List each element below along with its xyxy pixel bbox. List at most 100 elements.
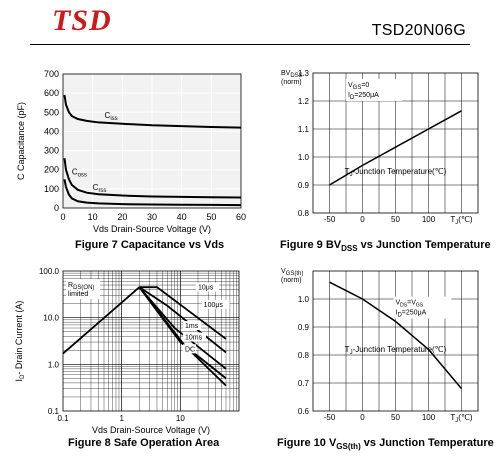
y-tick-label: 600 [44,88,59,98]
y-tick-label: 0.8 [298,209,310,218]
x-axis-label-main: T [345,345,350,354]
y-tick-label: 0.8 [298,351,310,360]
annotation-vgs: VGS=0 [348,82,369,91]
y-axis-label-tail: - Drain Current (A) [14,301,24,375]
x-tick-label: 10 [176,414,185,423]
y-tick-label: 0.7 [298,379,310,388]
annotation-id-main: I [348,92,350,99]
plot-frame [312,72,479,214]
series-line [329,281,463,390]
y-axis-label: C Capacitance (pF) [16,102,26,180]
x-axis-label: Vds Drain-Source Voltage (V) [93,224,211,234]
annotation-vds-part: V [396,300,401,307]
x-axis-label-main: T [345,167,350,176]
y-tick-label: 100.0 [39,267,60,276]
annotation-id: ID=250μA [348,92,379,101]
figure-7-caption: Figure 7 Capacitance vs Vds [75,239,225,251]
annotation-id-sub: D [350,95,355,101]
series-label-coss-main: C [72,168,78,177]
x-tick-unit-tail: (℃) [458,413,473,422]
figure-10-caption-main: Figure 10 V [277,437,337,449]
figure-9-caption-sub: DSS [341,244,358,254]
x-tick-unit: TJ(℃) [450,215,473,226]
x-tick-unit-main: T [450,215,455,224]
annotation-box [393,296,452,319]
sop-label-bg [195,282,219,292]
annotation-id-tail: =250μA [402,310,427,317]
x-tick-label: 40 [177,212,187,222]
x-axis-label-sub: J [350,350,353,356]
y-axis-label-main: BV [281,70,291,77]
y-tick-label: 0.9 [298,323,310,332]
y-tick-label: 1.2 [298,97,310,106]
figure-8-caption: Figure 8 Safe Operation Area [68,437,220,449]
figure-9-caption-tail: vs Junction Temperature [357,239,491,251]
series-label-coss-sub: oss [78,173,87,179]
y-tick-label: 1.1 [298,125,310,134]
figure-10-caption-sub: GS(th) [336,442,361,452]
y-axis-label: BVDSS [281,70,303,79]
sop-label: 100μs [204,302,224,309]
annotation-id-tail: =250μA [354,92,379,99]
x-tick-unit-tail: (℃) [458,215,473,224]
x-tick-label: -50 [324,413,336,422]
y-tick-label: 0.6 [298,407,310,416]
annotation-vds-part: DS [400,303,408,309]
x-tick-label: 50 [391,215,400,224]
plot-frame [312,270,479,412]
figure-10-caption-tail: vs Junction Temperature [360,437,494,449]
sop-label: 10μs [198,285,214,292]
x-tick-label: 10 [88,212,98,222]
rds-label: RDS(ON) [68,282,94,291]
rds-label-bg [66,279,100,299]
annotation-vds-part: GS [416,303,424,309]
figure-9-caption-main: Figure 9 BV [280,239,342,251]
sop-label: 10ms [185,335,203,342]
y-axis-label: VGS(th) [281,268,303,277]
y-axis-unit: (norm) [281,79,302,86]
sop-label-bg [182,332,206,342]
sop-line-0 [62,286,140,355]
y-tick-label: 1.0 [298,153,310,162]
y-tick-label: 100 [44,184,59,194]
y-axis-label-sub: DSS [290,73,302,79]
series-line-ciss [63,94,242,129]
annotation-vds-part: =V [407,300,416,307]
series-label-ciss-main: C [105,111,111,120]
x-tick-label: 0 [60,212,65,222]
x-axis-label: TJ-Junction Temperature(℃) [345,167,447,178]
y-tick-label: 300 [44,146,59,156]
y-tick-label: 1.3 [298,69,310,78]
rds-label-sub: DS(ON) [73,285,94,291]
y-tick-label: 200 [44,165,59,175]
y-axis-label-sub: GS(th) [286,271,304,277]
figure-9-caption: Figure 9 BVDSS vs Junction Temperature [280,239,491,253]
series-label-coss: Coss [72,168,87,179]
annotation-vgs-sub: GS [353,85,362,91]
x-axis-label-tail: -Junction Temperature(℃) [353,167,447,176]
annotation-vds: VDS=VGS [396,300,424,309]
x-tick-label: 100 [422,215,436,224]
x-tick-unit-sub: J [455,220,458,226]
x-tick-label: 0.1 [57,414,69,423]
y-axis-label-main: V [281,268,286,275]
y-tick-label: 400 [44,126,59,136]
x-tick-unit-sub: J [455,418,458,424]
series-label-ciss-sub: iss [110,116,117,122]
y-tick-label: 0.1 [48,407,60,416]
plot-frame [62,73,242,209]
y-tick-label: 1.0 [298,295,310,304]
y-tick-label: 700 [44,69,59,79]
annotation-id: ID=250μA [396,310,427,319]
x-tick-label: 1 [119,414,124,423]
sop-label-bg [201,299,230,309]
x-tick-label: 20 [117,212,127,222]
sop-line-3 [138,286,227,370]
series-label-crss-main: C [93,183,99,192]
x-axis-label: Vds Drain-Source Voltage (V) [92,425,210,435]
x-axis-label-sub: J [350,172,353,178]
sop-label: 1ms [185,323,199,330]
